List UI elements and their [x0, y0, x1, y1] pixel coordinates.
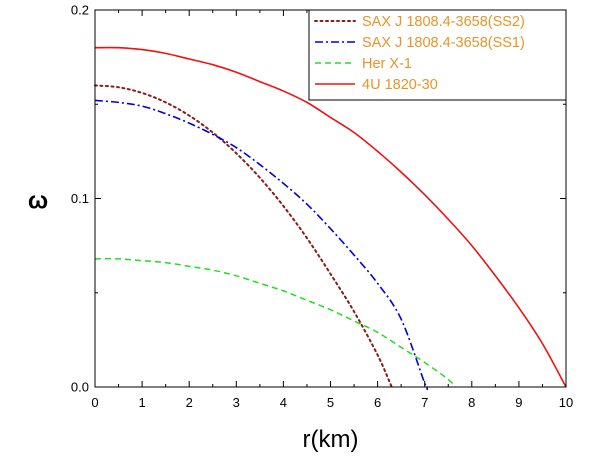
x-tick-label: 5	[327, 395, 334, 410]
legend-label: 4U 1820-30	[362, 77, 438, 93]
y-tick-label: 0.0	[71, 380, 89, 395]
legend-label: Her X-1	[362, 56, 412, 72]
legend-box	[308, 9, 567, 101]
x-tick-label: 10	[559, 395, 573, 410]
x-tick-label: 0	[91, 395, 98, 410]
x-tick-label: 2	[186, 395, 193, 410]
x-axis-title: r(km)	[303, 426, 359, 453]
y-axis-title: ω	[28, 188, 48, 215]
series-lines	[94, 46, 567, 391]
x-tick-label: 6	[374, 395, 381, 410]
legend: SAX J 1808.4-3658(SS2) SAX J 1808.4-3658(…	[308, 9, 567, 101]
y-tick-label: 0.2	[71, 3, 89, 18]
x-tick-label: 3	[233, 395, 240, 410]
x-tick-label: 1	[138, 395, 145, 410]
series-line-3	[94, 257, 456, 388]
legend-label: SAX J 1808.4-3658(SS1)	[362, 35, 525, 51]
legend-label: SAX J 1808.4-3658(SS2)	[362, 14, 525, 30]
x-tick-label: 7	[421, 395, 428, 410]
axis-tick-labels: 0 1 2 3 4 5 6 7 8 9 10 0.0 0.1 0.2	[71, 3, 573, 411]
x-tick-label: 9	[515, 395, 522, 410]
y-tick-label: 0.1	[71, 191, 89, 206]
x-tick-label: 8	[468, 395, 475, 410]
series-line-1	[94, 84, 393, 388]
x-tick-label: 4	[280, 395, 287, 410]
series-line-2	[94, 99, 429, 391]
series-line-4	[94, 46, 567, 388]
